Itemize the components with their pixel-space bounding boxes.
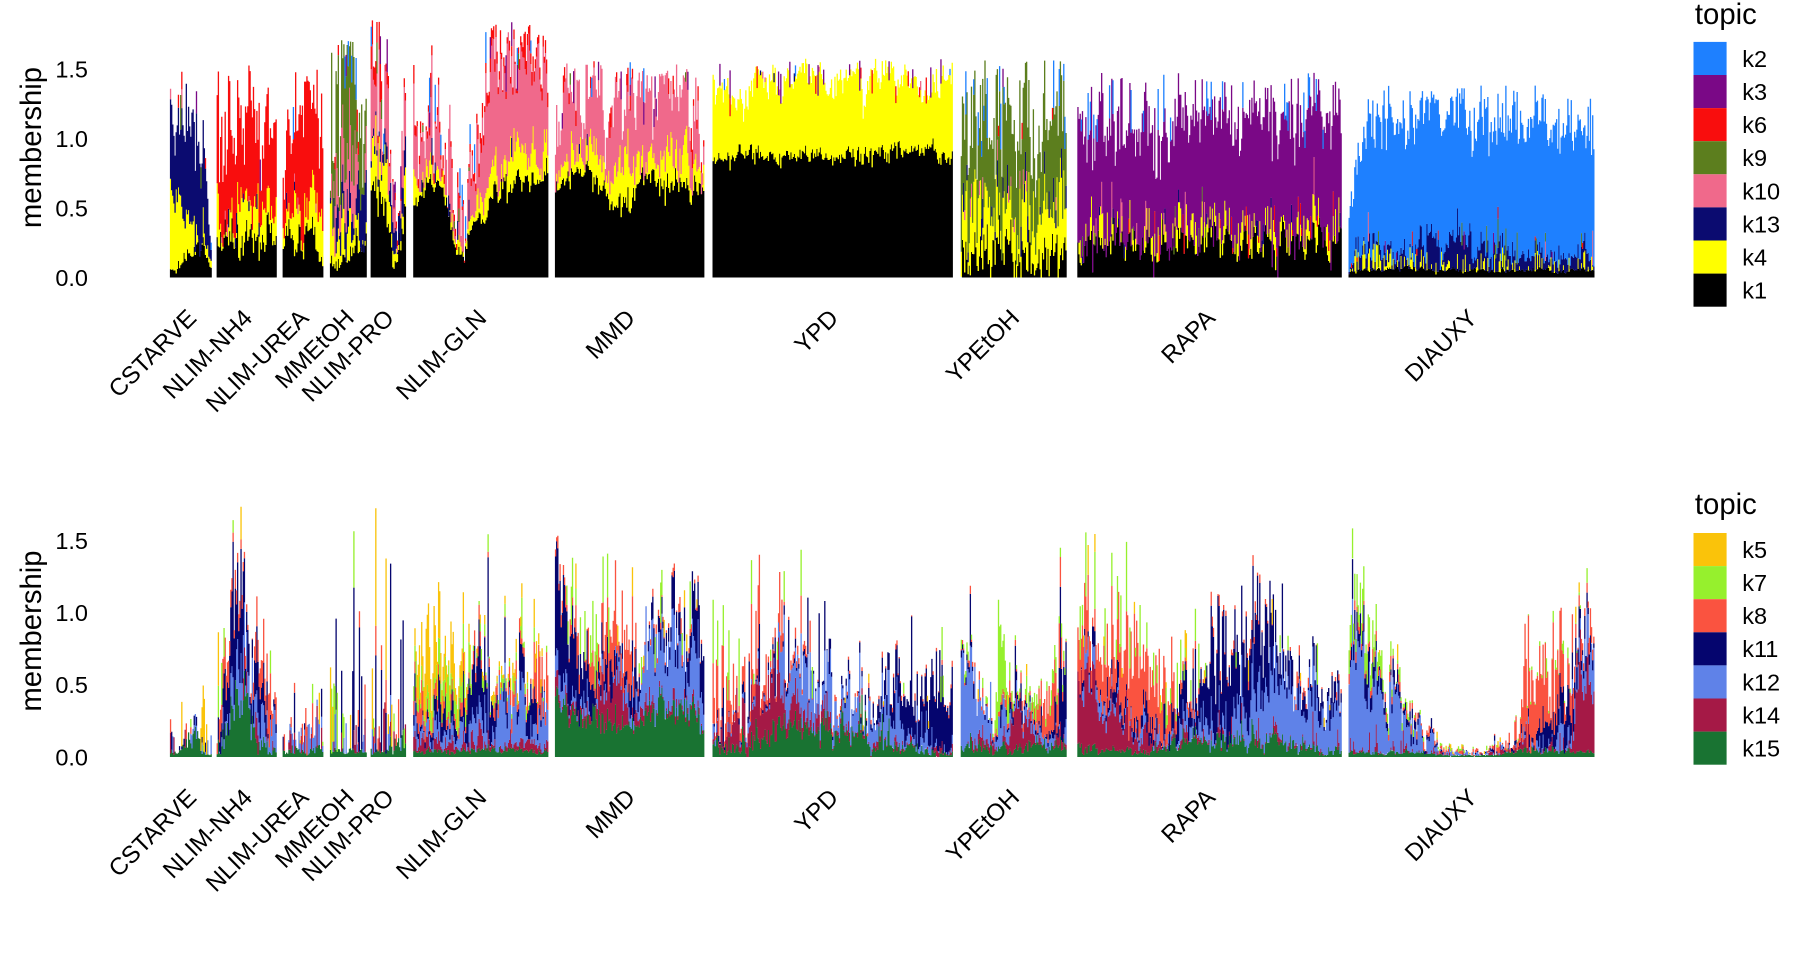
svg-text:membership: membership xyxy=(15,550,48,711)
svg-text:0.0: 0.0 xyxy=(55,744,88,770)
svg-text:topic: topic xyxy=(1695,0,1757,31)
svg-text:k12: k12 xyxy=(1742,669,1780,695)
svg-text:k13: k13 xyxy=(1742,211,1780,237)
svg-text:0.5: 0.5 xyxy=(55,672,88,698)
svg-text:1.5: 1.5 xyxy=(55,57,88,83)
svg-text:k5: k5 xyxy=(1742,537,1767,563)
svg-text:1.5: 1.5 xyxy=(55,528,88,554)
svg-text:k3: k3 xyxy=(1742,79,1767,105)
svg-text:k14: k14 xyxy=(1742,702,1780,728)
svg-text:k4: k4 xyxy=(1742,244,1767,270)
svg-text:k6: k6 xyxy=(1742,112,1767,138)
svg-text:1.0: 1.0 xyxy=(55,600,88,626)
svg-text:k9: k9 xyxy=(1742,145,1767,171)
svg-text:k11: k11 xyxy=(1742,636,1778,662)
svg-text:topic: topic xyxy=(1695,488,1757,521)
svg-text:k10: k10 xyxy=(1742,178,1780,204)
svg-text:0.5: 0.5 xyxy=(55,195,88,221)
svg-text:k8: k8 xyxy=(1742,603,1767,629)
svg-text:0.0: 0.0 xyxy=(55,265,88,291)
svg-text:k2: k2 xyxy=(1742,46,1767,72)
svg-text:membership: membership xyxy=(15,67,48,228)
svg-text:k7: k7 xyxy=(1742,570,1767,596)
svg-text:k15: k15 xyxy=(1742,736,1780,762)
svg-text:1.0: 1.0 xyxy=(55,126,88,152)
svg-text:k1: k1 xyxy=(1742,278,1767,304)
